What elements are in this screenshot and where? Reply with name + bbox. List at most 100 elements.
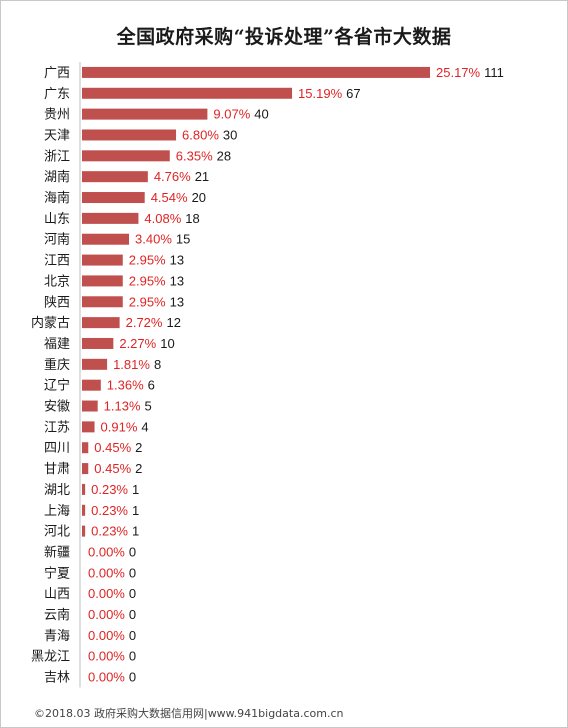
category-label: 广西 (44, 66, 70, 81)
count-label: 30 (223, 127, 237, 142)
bar (82, 66, 430, 78)
data-label: 0.00% 0 (88, 628, 136, 643)
count-label: 0 (129, 628, 136, 643)
percent-label: 0.91% (101, 419, 138, 434)
percent-label: 0.00% (88, 544, 125, 559)
percent-label: 15.19% (298, 86, 343, 101)
data-label: 3.40% 15 (135, 232, 190, 247)
percent-label: 1.81% (113, 357, 150, 372)
bar (82, 379, 101, 391)
footer-credit: ©2018.03 政府采购大数据信用网|www.941bigdata.com.c… (34, 707, 344, 720)
percent-label: 2.95% (129, 294, 166, 309)
category-label: 河南 (44, 232, 70, 248)
bar (82, 525, 86, 537)
data-label: 0.23% 1 (91, 482, 139, 497)
category-label: 陕西 (44, 295, 70, 310)
data-label: 1.36% 6 (107, 378, 155, 393)
bar (82, 129, 177, 141)
bar (82, 108, 208, 120)
count-label: 0 (129, 586, 136, 601)
percent-label: 0.23% (91, 503, 128, 518)
category-label: 黑龙江 (31, 650, 70, 665)
category-label: 河北 (44, 525, 70, 540)
percent-label: 4.76% (154, 169, 191, 184)
count-label: 13 (170, 273, 184, 288)
bar (82, 150, 170, 162)
category-label: 江苏 (44, 419, 70, 435)
category-label: 福建 (44, 337, 70, 352)
percent-label: 2.72% (126, 315, 163, 330)
data-label: 4.54% 20 (151, 190, 206, 205)
count-label: 1 (132, 524, 139, 539)
category-label: 新疆 (44, 544, 70, 560)
count-label: 21 (195, 169, 209, 184)
bar (82, 421, 95, 433)
bar (82, 275, 123, 287)
count-label: 28 (217, 148, 231, 163)
category-label: 北京 (44, 274, 70, 289)
percent-label: 9.07% (213, 107, 250, 122)
percent-label: 2.27% (119, 336, 156, 351)
category-label: 山西 (44, 587, 70, 602)
category-label: 贵州 (44, 108, 70, 123)
data-label: 0.91% 4 (101, 419, 149, 434)
percent-label: 0.23% (91, 524, 128, 539)
percent-label: 4.08% (144, 211, 181, 226)
category-label: 云南 (44, 607, 70, 623)
count-label: 0 (129, 565, 136, 580)
data-label: 0.00% 0 (88, 670, 136, 685)
data-label: 1.81% 8 (113, 357, 161, 372)
category-label: 上海 (44, 504, 70, 519)
percent-label: 25.17% (436, 65, 481, 80)
percent-label: 0.00% (88, 565, 125, 580)
bar (82, 463, 89, 475)
count-label: 12 (166, 315, 180, 330)
data-label: 2.27% 10 (119, 336, 174, 351)
data-label: 0.23% 1 (91, 503, 139, 518)
percent-label: 0.00% (88, 628, 125, 643)
count-label: 20 (192, 190, 206, 205)
data-label: 0.00% 0 (88, 649, 136, 664)
count-label: 13 (170, 294, 184, 309)
chart-title: 全国政府采购“投诉处理”各省市大数据 (116, 26, 452, 48)
bar (82, 212, 139, 224)
data-label: 0.23% 1 (91, 524, 139, 539)
data-label: 9.07% 40 (213, 107, 268, 122)
bar (82, 87, 293, 99)
category-label: 青海 (44, 629, 70, 644)
count-label: 18 (185, 211, 199, 226)
category-label: 海南 (44, 190, 70, 206)
category-label: 宁夏 (44, 565, 70, 581)
bar (82, 254, 123, 266)
category-label: 安徽 (44, 400, 70, 415)
count-label: 5 (145, 399, 152, 414)
percent-label: 0.23% (91, 482, 128, 497)
bar (82, 171, 148, 183)
percent-label: 4.54% (151, 190, 188, 205)
category-label: 湖北 (44, 483, 70, 498)
bar (82, 337, 114, 349)
category-label: 辽宁 (44, 378, 70, 394)
category-label: 四川 (44, 441, 70, 456)
count-label: 4 (141, 419, 148, 434)
bar (82, 233, 130, 245)
bar (82, 358, 108, 370)
count-label: 0 (129, 607, 136, 622)
percent-label: 1.36% (107, 378, 144, 393)
count-label: 67 (346, 86, 360, 101)
category-label: 重庆 (44, 357, 70, 373)
bar (82, 400, 98, 412)
category-label: 天津 (44, 128, 70, 143)
percent-label: 2.95% (129, 273, 166, 288)
count-label: 10 (160, 336, 174, 351)
data-label: 2.95% 13 (129, 273, 184, 288)
category-label: 吉林 (44, 671, 70, 686)
data-label: 2.95% 13 (129, 253, 184, 268)
count-label: 6 (148, 378, 155, 393)
count-label: 15 (176, 232, 190, 247)
count-label: 2 (135, 461, 142, 476)
count-label: 1 (132, 503, 139, 518)
count-label: 0 (129, 670, 136, 685)
data-label: 6.80% 30 (182, 127, 237, 142)
